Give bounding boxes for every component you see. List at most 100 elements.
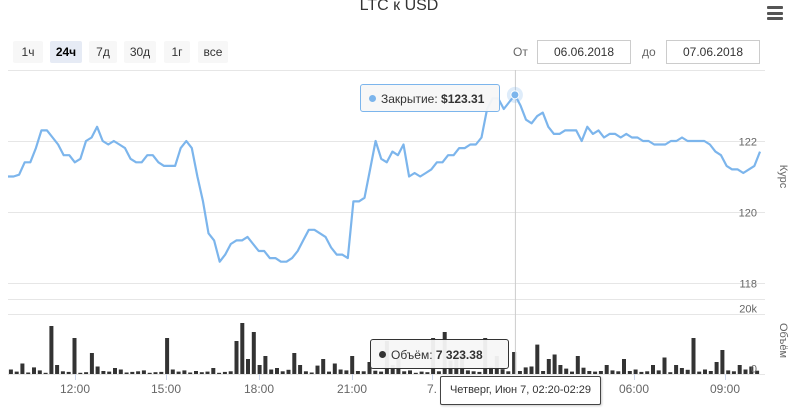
volume-bar [240, 323, 245, 374]
range-button-3[interactable]: 30д [124, 41, 156, 63]
volume-bar [749, 366, 754, 374]
volume-bar [159, 371, 164, 374]
volume-bar [373, 370, 378, 374]
volume-bar [101, 371, 106, 374]
volume-bar [338, 369, 343, 374]
volume-bar [627, 371, 632, 374]
volume-bar [165, 338, 170, 374]
volume-bar [118, 369, 123, 374]
volume-bar [234, 341, 239, 374]
volume-bar [89, 353, 94, 374]
volume-bar [298, 365, 303, 374]
volume-bar [633, 369, 638, 374]
volume-bar [743, 369, 748, 374]
volume-bar [14, 371, 19, 374]
volume-bar [708, 371, 713, 374]
price-series-line [8, 93, 762, 263]
volume-bar [43, 372, 48, 374]
volume-bar [60, 371, 65, 374]
volume-bar [199, 372, 204, 374]
x-tick-label: 7. [427, 382, 437, 396]
volume-bar [246, 359, 250, 374]
volume-bar [95, 366, 100, 374]
volume-tooltip-value: 7 323.38 [435, 348, 483, 362]
volume-bar [691, 338, 696, 374]
volume-tooltip-label: Объём: [391, 348, 436, 362]
volume-bar [731, 371, 736, 374]
x-tick-label: 15:00 [151, 382, 181, 396]
volume-bar [436, 371, 441, 374]
volume-bar [517, 371, 522, 374]
volume-bar [408, 370, 412, 374]
volume-bar [662, 357, 667, 374]
volume-bar [500, 369, 505, 374]
volume-bar [581, 367, 586, 374]
volume-bar [251, 332, 256, 374]
volume-bar [303, 371, 308, 374]
volume-bar [269, 369, 274, 374]
range-button-2[interactable]: 7д [89, 41, 117, 63]
volume-bar [332, 363, 337, 374]
volume-bar [552, 354, 557, 374]
volume-bar [523, 367, 528, 374]
volume-bar [182, 370, 187, 374]
price-tooltip: Закрытие: $123.31 [360, 84, 500, 112]
volume-bar [714, 362, 719, 374]
volume-bar [564, 368, 569, 374]
volume-bar [703, 369, 707, 374]
volume-bar [130, 371, 135, 374]
volume-bar [737, 365, 742, 374]
range-button-4[interactable]: 1г [164, 41, 190, 63]
price-axis-title: Курс [777, 165, 789, 189]
volume-bar [8, 369, 13, 374]
volume-bar [350, 356, 355, 374]
volume-bar [309, 372, 314, 374]
volume-bar [170, 369, 175, 374]
volume-axis-title: Объём [777, 323, 789, 358]
menu-icon[interactable] [767, 6, 783, 20]
volume-bar [355, 371, 360, 374]
volume-bar [217, 372, 222, 374]
volume-bar [413, 372, 418, 374]
volume-bar [685, 369, 690, 374]
range-button-0[interactable]: 1ч [13, 41, 43, 63]
chart-title: LTC к USD [359, 0, 439, 14]
volume-bar [257, 365, 262, 374]
volume-bar [147, 372, 152, 374]
volume-bar [66, 371, 71, 374]
volume-tooltip: Объём: 7 323.38 [370, 339, 509, 369]
volume-bar [697, 371, 702, 374]
to-date-input[interactable]: 07.06.2018 [666, 40, 760, 64]
volume-bar [402, 371, 407, 374]
from-date-input[interactable]: 06.06.2018 [537, 40, 631, 64]
x-tick-label: 12:00 [60, 382, 90, 396]
volume-bar [141, 370, 146, 374]
volume-bar [286, 369, 291, 374]
volume-bar [529, 366, 534, 374]
volume-bar [616, 371, 621, 374]
volume-bar [535, 344, 540, 374]
price-tick-label: 118 [739, 279, 757, 291]
volume-bar [55, 365, 60, 374]
volume-bar [489, 366, 493, 374]
volume-bar [390, 365, 395, 374]
volume-bar [20, 363, 25, 374]
range-button-5[interactable]: все [198, 41, 228, 63]
price-tooltip-value: $123.31 [441, 92, 485, 106]
volume-bar [49, 326, 54, 374]
volume-bar [26, 372, 31, 374]
volume-bar [78, 372, 83, 374]
volume-bar [674, 365, 679, 374]
volume-bar [506, 371, 511, 374]
volume-bar [176, 371, 181, 374]
x-tick-label: 06:00 [619, 382, 649, 396]
volume-bar [622, 359, 626, 374]
volume-bar [610, 370, 615, 374]
volume-bar [656, 370, 661, 374]
volume-tick-label: 0 [751, 364, 757, 376]
volume-bar [465, 370, 470, 374]
range-button-1[interactable]: 24ч [50, 41, 82, 63]
volume-bar [598, 371, 603, 374]
volume-bar [136, 371, 141, 374]
volume-bar [153, 372, 158, 374]
